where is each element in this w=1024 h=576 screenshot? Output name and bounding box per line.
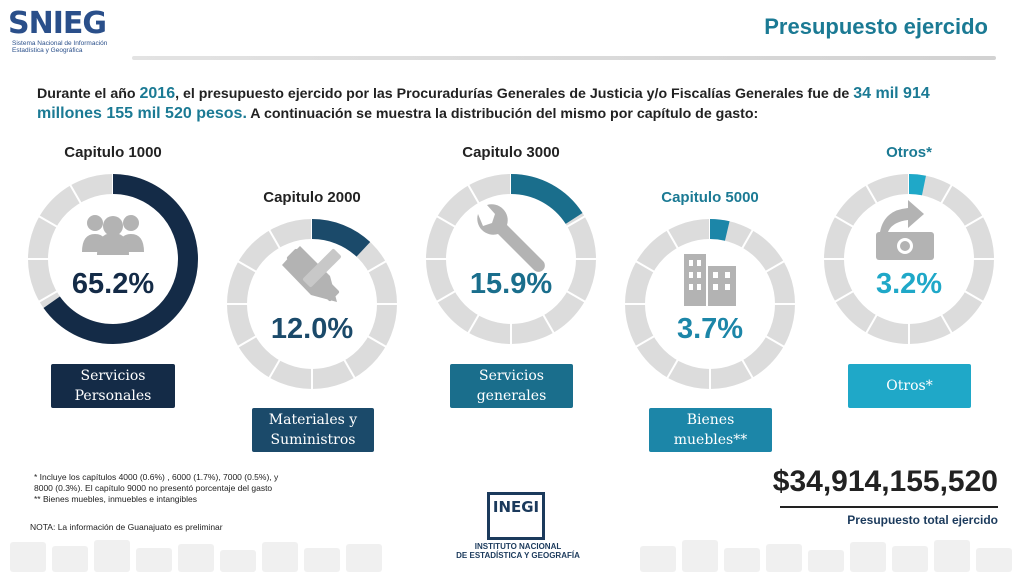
- donut-slice-capitulo-2000: [227, 219, 397, 389]
- donut-separator: [741, 358, 754, 379]
- donut-separator: [635, 335, 656, 348]
- donut-separator: [764, 335, 785, 348]
- donut-separator: [38, 290, 59, 303]
- donut-separator: [764, 260, 785, 273]
- description-line: Materiales y: [268, 412, 358, 428]
- donut-separator: [467, 313, 480, 334]
- donut-separator: [666, 229, 679, 250]
- donut-separator: [343, 358, 356, 379]
- building-icon: [684, 254, 736, 306]
- footnote-otros: * Incluye los capítulos 4000 (0.6%) , 60…: [34, 472, 279, 493]
- category-label-capitulo-2000: Capitulo 2000: [263, 189, 361, 206]
- description-box-bienes-muebles: Bienes muebles**: [649, 408, 772, 452]
- donut-separator: [635, 260, 656, 273]
- donut-slice-capitulo-5000: [625, 219, 795, 389]
- description-box-materiales-suministros: Materiales y Suministros: [252, 408, 374, 452]
- footnote-bienes: ** Bienes muebles, inmuebles e intangibl…: [34, 494, 198, 504]
- inegi-logo-frame: [487, 492, 545, 540]
- donut-separator: [69, 184, 82, 205]
- description-box-servicios-generales: Servicios generales: [450, 364, 573, 408]
- description-line: Bienes: [686, 412, 735, 428]
- value-label-capitulo-3000: 15.9%: [469, 268, 553, 300]
- donut-separator: [666, 358, 679, 379]
- donut-separator: [467, 184, 480, 205]
- donut-slice-otros: [824, 174, 994, 344]
- donut-separator: [366, 260, 387, 273]
- donut-separator: [940, 184, 953, 205]
- total-underline: [780, 506, 998, 508]
- donut-separator: [834, 290, 855, 303]
- donut-separator: [38, 215, 59, 228]
- donut-separator: [865, 313, 878, 334]
- intro-text-1: Durante el año: [37, 86, 140, 102]
- donut-separator: [565, 290, 586, 303]
- donut-separator: [436, 215, 457, 228]
- donut-separator: [940, 313, 953, 334]
- donut-separator: [268, 358, 281, 379]
- donut-separator: [268, 229, 281, 250]
- value-label-capitulo-1000: 65.2%: [71, 268, 155, 300]
- description-line: Servicios: [479, 368, 544, 384]
- inegi-logo-line2: DE ESTADÍSTICA Y GEOGRAFÍA: [456, 551, 580, 560]
- description-box-servicios-personales: Servicios Personales: [51, 364, 175, 408]
- category-label-capitulo-1000: Capitulo 1000: [64, 144, 162, 161]
- description-line: muebles**: [673, 432, 748, 448]
- description-line: Suministros: [270, 432, 356, 448]
- total-label: Presupuesto total ejercido: [847, 513, 998, 527]
- donut-separator: [366, 335, 387, 348]
- donut-slice-capitulo-1000: [28, 174, 198, 344]
- money-icon: [876, 200, 934, 260]
- category-label-otros: Otros*: [886, 144, 932, 161]
- description-line: Otros*: [886, 378, 933, 394]
- donut-slice-capitulo-3000: [426, 174, 596, 344]
- inegi-logo: INEGI INSTITUTO NACIONAL DE ESTADÍSTICA …: [445, 492, 591, 562]
- decorative-bottom-strip: [10, 540, 1012, 572]
- donut-separator: [963, 290, 984, 303]
- donut-separator: [436, 290, 457, 303]
- donut-separator: [542, 313, 555, 334]
- snieg-logo: SNIEG Sistema Nacional de Información Es…: [8, 6, 128, 56]
- logo-subtitle: Sistema Nacional de Información Estadíst…: [12, 40, 108, 54]
- category-label-capitulo-3000: Capitulo 3000: [462, 144, 560, 161]
- people-icon: [82, 215, 144, 255]
- donut-separator: [741, 229, 754, 250]
- value-label-otros: 3.2%: [875, 268, 943, 300]
- description-line: Personales: [74, 388, 152, 404]
- donut-separator: [565, 215, 586, 228]
- description-line: generales: [476, 388, 547, 404]
- inegi-logo-word: INEGI: [492, 498, 540, 516]
- description-line: Servicios: [80, 368, 146, 384]
- intro-paragraph: Durante el año 2016, el presupuesto ejer…: [37, 84, 987, 124]
- donut-separator: [834, 215, 855, 228]
- logo-text: SNIEG: [8, 6, 107, 41]
- intro-text-3: A continuación se muestra la distribució…: [246, 106, 759, 122]
- total-amount: $34,914,155,520: [772, 465, 998, 498]
- intro-amount: 34 mil 914 millones 155 mil 520 pesos.: [37, 85, 930, 122]
- donut-separator: [237, 260, 258, 273]
- category-label-capitulo-5000: Capitulo 5000: [661, 189, 759, 206]
- donut-separator: [237, 335, 258, 348]
- donut-separator: [963, 215, 984, 228]
- value-label-capitulo-5000: 3.7%: [676, 313, 744, 345]
- preliminary-note: NOTA: La información de Guanajuato es pr…: [30, 522, 223, 532]
- title-divider: [132, 56, 996, 60]
- pencil-ruler-icon: [282, 246, 341, 302]
- inegi-logo-line1: INSTITUTO NACIONAL: [474, 542, 562, 551]
- value-label-capitulo-2000: 12.0%: [270, 313, 354, 345]
- wrench-icon: [477, 204, 545, 272]
- description-box-otros: Otros*: [848, 364, 971, 408]
- footnotes: * Incluye los capítulos 4000 (0.6%) , 60…: [34, 472, 294, 505]
- page-title: Presupuesto ejercido: [764, 14, 988, 39]
- intro-year: 2016: [139, 85, 176, 102]
- intro-text-2: , el presupuesto ejercido por las Procur…: [175, 86, 854, 102]
- donut-separator: [865, 184, 878, 205]
- donut-track-capitulo-2000: [227, 219, 397, 389]
